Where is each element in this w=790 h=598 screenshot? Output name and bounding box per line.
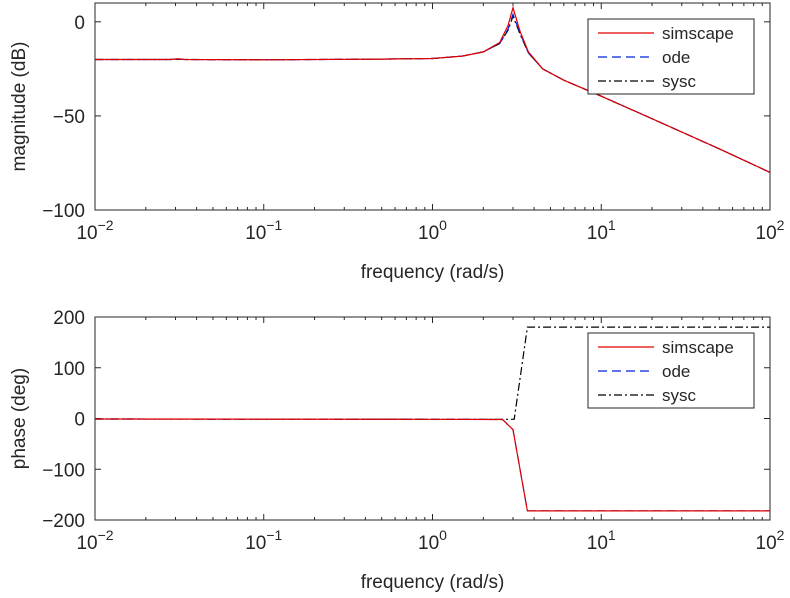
y-axis-label: phase (deg) xyxy=(9,368,30,469)
y-tick-label: −100 xyxy=(42,201,85,222)
y-tick-label: −100 xyxy=(42,460,85,481)
series-group xyxy=(95,326,770,512)
legend-label-simscape: simscape xyxy=(662,338,734,357)
legend-label-simscape: simscape xyxy=(662,24,734,43)
x-axis-label: frequency (rad/s) xyxy=(361,572,505,593)
x-tick-label: 10−1 xyxy=(245,527,282,554)
legend-label-sysc: sysc xyxy=(662,72,697,91)
legend-label-ode: ode xyxy=(662,48,690,67)
legend: simscape ode sysc xyxy=(587,18,755,95)
x-tick-label: 101 xyxy=(587,217,616,244)
y-axis-label: magnitude (dB) xyxy=(9,42,30,172)
x-tick-label: 10−2 xyxy=(76,527,113,554)
x-tick-label: 10−1 xyxy=(245,217,282,244)
x-tick-label: 102 xyxy=(756,527,785,554)
y-tick-label: 200 xyxy=(53,308,85,329)
legend-label-ode: ode xyxy=(662,362,690,381)
y-tick-label: −50 xyxy=(53,107,85,128)
series-line-simscape xyxy=(95,418,770,512)
y-tick-label: −200 xyxy=(42,511,85,532)
y-tick-label: 0 xyxy=(74,13,85,34)
phase-panel: 10−2 10−1 100 101 102 200 100 0 −100 −200 frequenc… xyxy=(9,308,785,593)
y-tick-label: 100 xyxy=(53,359,85,380)
series-line-ode xyxy=(95,418,770,512)
y-tick-label: 0 xyxy=(74,410,85,431)
x-tick-label: 101 xyxy=(587,527,616,554)
legend-label-sysc: sysc xyxy=(662,386,697,405)
x-tick-label: 100 xyxy=(418,527,447,554)
x-tick-label: 100 xyxy=(418,217,447,244)
x-tick-label: 102 xyxy=(756,217,785,244)
legend: simscape ode sysc xyxy=(587,332,755,409)
magnitude-panel: 10−2 10−1 100 101 102 0 −50 −100 frequency (rad/… xyxy=(9,2,785,283)
x-axis-label: frequency (rad/s) xyxy=(361,262,505,283)
x-tick-label: 10−2 xyxy=(76,217,113,244)
